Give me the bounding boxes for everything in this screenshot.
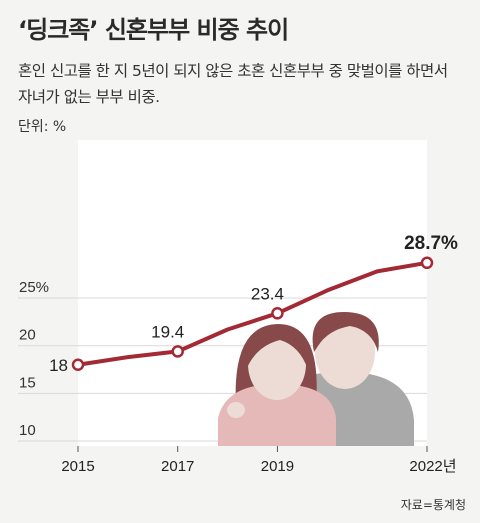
x-tick-label: 2019 xyxy=(261,458,294,475)
y-tick-label: 10 xyxy=(19,422,36,439)
source-label: 자료=통계청 xyxy=(400,498,466,512)
unit-label: 단위: % xyxy=(18,119,67,135)
chart-title: ‘딩크족’ 신혼부부 비중 추이 xyxy=(18,16,289,44)
data-point-marker xyxy=(271,307,284,320)
data-label: 19.4 xyxy=(151,322,184,341)
data-point-marker xyxy=(71,358,85,372)
line-series xyxy=(71,256,434,372)
chart-subtitle: 혼인 신고를 한 지 5년이 되지 않은 초혼 신혼부부 중 맞벌이를 하면서 … xyxy=(18,62,448,106)
x-tick-label: 2015 xyxy=(61,458,94,475)
data-point-marker xyxy=(171,345,184,358)
y-tick-label: 25% xyxy=(19,279,49,296)
series-line xyxy=(76,260,429,367)
x-tick-label: 2022년 xyxy=(409,458,456,475)
man-hair xyxy=(312,312,379,352)
y-tick-label: 15 xyxy=(19,374,36,391)
y-tick-label: 20 xyxy=(19,327,36,344)
data-point-marker xyxy=(420,256,434,270)
x-tick-label: 2017 xyxy=(161,458,194,475)
couple-illustration xyxy=(218,312,414,446)
data-label: 18 xyxy=(49,356,68,375)
data-label: 23.4 xyxy=(251,284,284,303)
hand-on-shoulder xyxy=(227,402,245,418)
woman-body xyxy=(218,384,336,446)
data-label: 28.7% xyxy=(404,233,458,254)
woman-hair-front xyxy=(245,326,309,370)
